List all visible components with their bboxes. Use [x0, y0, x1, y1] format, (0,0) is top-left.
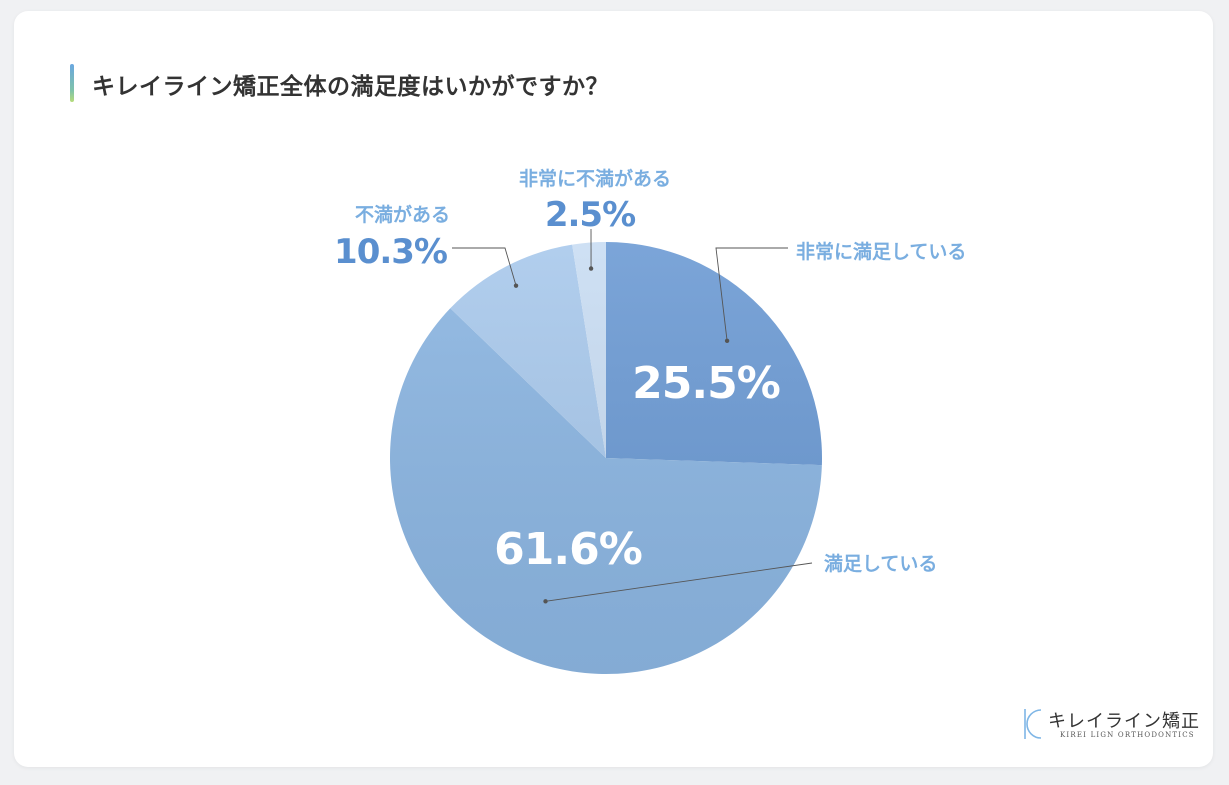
brand-logo: キレイライン矯正 KIREI LIGN ORTHODONTICS: [1020, 705, 1200, 745]
leader-line-0: [715, 247, 788, 341]
slice-value-3: 2.5%: [545, 195, 635, 235]
leader-line-1: [545, 562, 813, 602]
chart-title: キレイライン矯正全体の満足度はいかがですか？: [92, 74, 609, 100]
pie-slice-0: [606, 242, 823, 466]
slice-label-0: 非常に満足している: [796, 240, 966, 263]
slice-value-2: 10.3%: [334, 232, 447, 272]
slice-label-1: 満足している: [824, 553, 937, 575]
logo-mark-icon: [1024, 709, 1042, 739]
slice-value-0: 25.5%: [632, 358, 780, 409]
slice-label-2: 不満がある: [355, 203, 450, 226]
logo-subtitle: KIREI LIGN ORTHODONTICS: [1060, 731, 1195, 739]
slice-value-1: 61.6%: [494, 524, 642, 575]
logo-name: キレイライン矯正: [1048, 711, 1200, 732]
slice-label-3: 非常に不満がある: [519, 167, 671, 190]
leader-line-2: [452, 247, 517, 286]
title-accent-bar: [70, 64, 74, 102]
